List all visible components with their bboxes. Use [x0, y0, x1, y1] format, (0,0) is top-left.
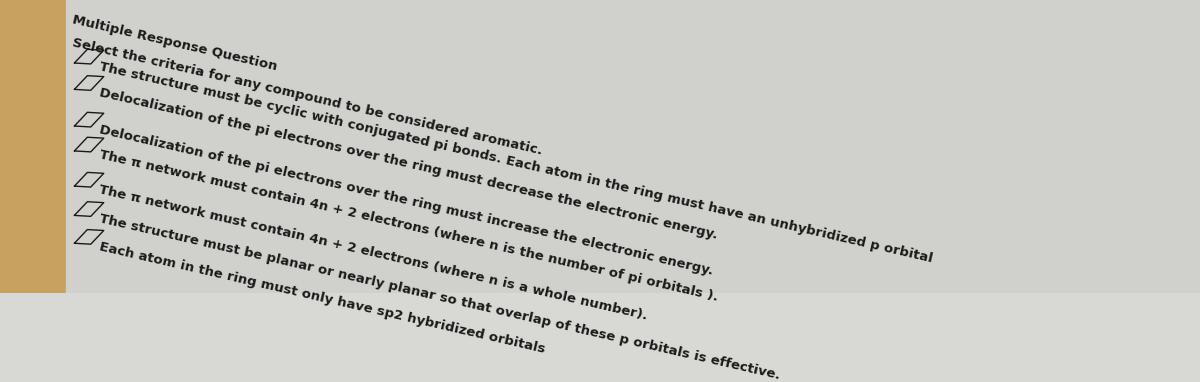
Text: The structure must be planar or nearly planar so that overlap of these p orbital: The structure must be planar or nearly p…	[98, 212, 781, 382]
Text: Delocalization of the pi electrons over the ring must decrease the electronic en: Delocalization of the pi electrons over …	[98, 86, 719, 242]
Bar	[0, 0, 66, 293]
Text: Each atom in the ring must only have sp2 hybridized orbitals: Each atom in the ring must only have sp2…	[98, 240, 546, 356]
Text: Delocalization of the pi electrons over the ring must increase the electronic en: Delocalization of the pi electrons over …	[98, 123, 714, 277]
Text: The structure must be cyclic with conjugated pi bonds. Each atom in the ring mus: The structure must be cyclic with conjug…	[98, 60, 934, 265]
Text: Select the criteria for any compound to be considered aromatic.: Select the criteria for any compound to …	[72, 37, 544, 158]
Text: Multiple Response Question: Multiple Response Question	[72, 13, 278, 73]
Text: The π network must contain 4n + 2 electrons (where n is the number of pi orbital: The π network must contain 4n + 2 electr…	[98, 148, 719, 303]
Text: The π network must contain 4n + 2 electrons (where n is a whole number).: The π network must contain 4n + 2 electr…	[98, 183, 649, 322]
